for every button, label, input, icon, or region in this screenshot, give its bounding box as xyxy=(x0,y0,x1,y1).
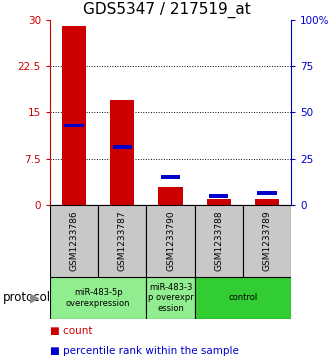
Bar xyxy=(113,145,132,148)
Bar xyxy=(194,205,243,277)
Bar xyxy=(98,205,147,277)
Bar xyxy=(194,277,291,319)
Bar xyxy=(207,199,231,205)
Text: protocol: protocol xyxy=(3,291,52,305)
Bar xyxy=(209,194,228,197)
Bar xyxy=(62,26,86,205)
Bar xyxy=(159,187,182,205)
Text: miR-483-5p
overexpression: miR-483-5p overexpression xyxy=(66,288,131,308)
Text: GSM1233788: GSM1233788 xyxy=(214,211,223,271)
Bar xyxy=(65,123,84,127)
Text: control: control xyxy=(228,294,257,302)
Bar xyxy=(257,191,276,195)
Bar xyxy=(110,100,134,205)
Text: ■ count: ■ count xyxy=(50,326,93,336)
Text: GSM1233786: GSM1233786 xyxy=(70,211,79,271)
Text: GSM1233790: GSM1233790 xyxy=(166,211,175,271)
Bar xyxy=(255,199,279,205)
Bar xyxy=(243,205,291,277)
Text: ▶: ▶ xyxy=(30,291,40,305)
Text: ■ percentile rank within the sample: ■ percentile rank within the sample xyxy=(50,346,239,356)
Bar xyxy=(50,277,147,319)
Text: GSM1233787: GSM1233787 xyxy=(118,211,127,271)
Bar xyxy=(147,277,194,319)
Bar xyxy=(161,175,180,179)
Text: GSM1233789: GSM1233789 xyxy=(262,211,271,271)
Bar xyxy=(147,205,194,277)
Text: miR-483-3
p overexpr
ession: miR-483-3 p overexpr ession xyxy=(148,283,193,313)
Text: GDS5347 / 217519_at: GDS5347 / 217519_at xyxy=(83,2,250,18)
Bar xyxy=(50,205,98,277)
